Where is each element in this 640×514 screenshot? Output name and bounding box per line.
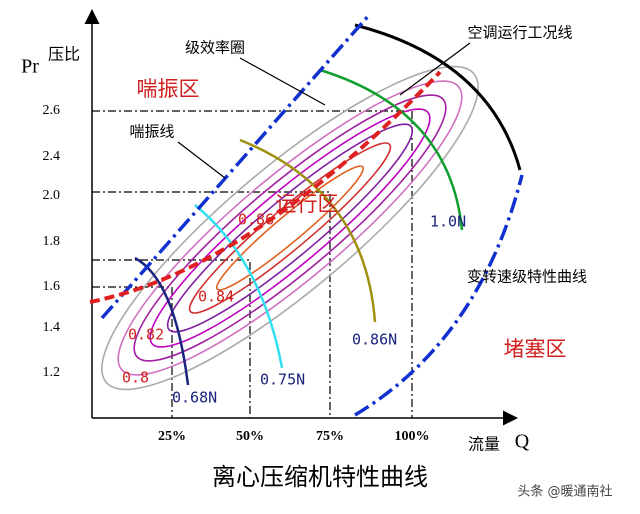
efficiency-label: 0.8 (122, 369, 149, 387)
efficiency-rings (101, 65, 479, 391)
speed-label: 1.0N (430, 213, 466, 231)
y-tick-label: 2.4 (43, 149, 61, 164)
y-tick-label: 2.6 (43, 103, 61, 118)
annotation-pointers (177, 42, 471, 179)
speed-labels: 0.68N 0.75N 0.86N 1.0N (172, 213, 466, 407)
y-tick-label: 2.0 (43, 188, 61, 203)
surge-region: 喘振区 (137, 77, 200, 101)
x-symbol: Q (515, 431, 530, 453)
speed-label: 0.68N (172, 389, 217, 407)
speed-label: 0.75N (260, 371, 305, 389)
efficiency-annotation: 级效率圈 (185, 39, 245, 57)
y-ticks: 2.6 2.4 2.0 1.8 1.6 1.4 1.2 (43, 103, 61, 380)
guide-lines (92, 110, 413, 418)
x-tick-label: 100% (395, 429, 430, 444)
title: 离心压缩机特性曲线 (212, 463, 428, 491)
surge-line-annotation: 喘振线 (129, 123, 174, 141)
speed-curves (134, 23, 522, 386)
surge-line (100, 12, 372, 320)
y-tick-label: 1.8 (43, 234, 61, 249)
operating-line (89, 70, 442, 304)
efficiency-labels: 0.8 0.82 0.84 0.86 (122, 211, 274, 387)
efficiency-label: 0.82 (128, 326, 164, 344)
speed-annotation: 变转速级特性曲线 (467, 268, 587, 286)
choke-line (354, 174, 524, 417)
operating-region: 运行区 (276, 192, 339, 216)
x-tick-label: 75% (316, 429, 344, 444)
y-label: 压比 (48, 45, 80, 64)
efficiency-label: 0.84 (198, 288, 234, 306)
x-ticks: 25% 50% 75% 100% (158, 429, 430, 444)
y-symbol: Pr (21, 56, 39, 78)
x-label: 流量 (468, 435, 500, 454)
x-tick-label: 50% (236, 429, 264, 444)
axes (84, 9, 518, 426)
x-tick-label: 25% (158, 429, 186, 444)
choke-region: 堵塞区 (504, 337, 567, 361)
watermark: 头条 @暖通南社 (517, 484, 612, 500)
y-tick-label: 1.6 (43, 279, 61, 294)
y-tick-label: 1.4 (43, 320, 61, 335)
operating-line-annotation: 空调运行工况线 (467, 24, 572, 42)
efficiency-label: 0.86 (238, 211, 274, 229)
y-tick-label: 1.2 (43, 365, 61, 380)
speed-label: 0.86N (352, 331, 397, 349)
